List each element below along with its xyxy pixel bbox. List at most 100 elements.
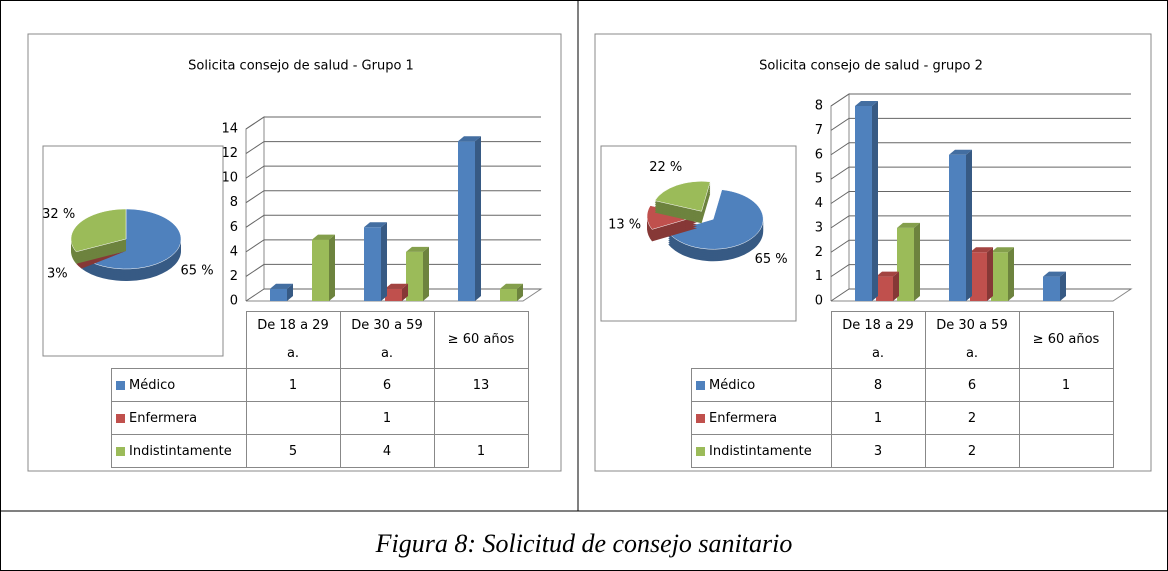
bar-top — [970, 247, 993, 253]
bar-top — [500, 283, 523, 289]
value-cell: 1 — [1018, 368, 1114, 402]
bar-side — [475, 136, 481, 301]
bar-front — [458, 141, 475, 301]
pie-slice — [654, 181, 711, 224]
y-tick-label: 5 — [815, 172, 823, 187]
value-cell: 4 — [339, 434, 435, 468]
legend-swatch — [696, 413, 705, 423]
bar — [991, 247, 1014, 301]
bar-top — [312, 234, 335, 240]
grid-line — [245, 239, 541, 253]
value-cell: 1 — [245, 368, 341, 402]
legend-label: Médico — [709, 377, 756, 393]
pie-label: 65 % — [755, 252, 788, 267]
y-tick-label: 1 — [815, 269, 823, 284]
pie-label: 22 % — [649, 160, 682, 175]
bar-top — [364, 222, 387, 228]
bar-side — [893, 271, 899, 301]
legend-label: Enfermera — [129, 410, 198, 426]
grid-line — [830, 239, 1131, 253]
bar-front — [312, 239, 329, 301]
value-cell: 8 — [830, 368, 926, 402]
legend-cell: Médico — [691, 368, 832, 402]
grid-line — [830, 142, 1131, 156]
grid-line — [245, 288, 541, 302]
value-cell: 1 — [830, 401, 926, 435]
bar-top — [1043, 271, 1066, 277]
bar-side — [872, 101, 878, 301]
bar-side — [381, 222, 387, 301]
caption: Figura 8: Solicitud de consejo sanitario — [375, 529, 793, 558]
bar-front — [1043, 276, 1060, 301]
grid-line — [830, 117, 1131, 131]
bar-front — [949, 154, 966, 301]
bar — [855, 101, 878, 301]
pie-label: 65 % — [181, 263, 214, 278]
bar — [949, 149, 972, 301]
bar-side — [517, 283, 523, 301]
legend-swatch — [116, 413, 125, 423]
value-cell — [245, 401, 341, 435]
bar-front — [270, 288, 287, 301]
legend-swatch — [116, 380, 125, 390]
blank-cell — [112, 312, 247, 369]
legend-swatch — [116, 446, 125, 456]
value-cell — [433, 401, 529, 435]
table-header: De 18 a 29 a. De 30 a 59 a. ≥ 60 años — [112, 311, 529, 369]
value-cell: 3 — [830, 434, 926, 468]
value-cell: 1 — [433, 434, 529, 468]
pie-slice — [667, 189, 764, 262]
bar-front — [855, 106, 872, 301]
bar-top — [855, 101, 878, 106]
bar-side — [914, 222, 920, 301]
grid-line — [830, 166, 1131, 180]
value-cell — [1018, 401, 1114, 435]
bar-top — [876, 271, 899, 277]
bar — [897, 222, 920, 301]
pie-top — [654, 181, 711, 212]
grid-line — [830, 191, 1131, 204]
grid-line — [830, 215, 1131, 229]
bar-front — [897, 227, 914, 301]
bar-top — [270, 283, 293, 289]
pie-label: 3% — [47, 267, 68, 282]
table-row: Indistintamente 3 2 — [691, 434, 1114, 468]
bar-top — [949, 149, 972, 155]
grid-line — [245, 165, 541, 179]
y-tick-label: 8 — [815, 99, 823, 114]
bar-top — [897, 222, 920, 228]
table-row: Médico 8 6 1 — [691, 368, 1114, 402]
y-tick-label: 6 — [815, 147, 823, 162]
bar-side — [423, 246, 429, 301]
bar-side — [987, 247, 993, 301]
y-tick-label: 0 — [815, 294, 823, 309]
grid-line — [245, 214, 541, 228]
legend-swatch — [696, 380, 705, 390]
legend-label: Médico — [129, 377, 176, 393]
bar-top — [406, 246, 429, 252]
value-cell: 2 — [924, 401, 1020, 435]
y-tick-label: 7 — [815, 123, 823, 138]
category-label: De 30 a 59 a. — [339, 311, 435, 369]
legend-cell: Indistintamente — [111, 434, 247, 468]
bar — [364, 222, 387, 301]
data-table: De 18 a 29 a. De 30 a 59 a. ≥ 60 años Médic… — [691, 311, 1114, 468]
pie-side — [76, 251, 126, 269]
value-cell: 13 — [433, 368, 529, 402]
legend-cell: Indistintamente — [691, 434, 832, 468]
pie-top — [70, 208, 127, 253]
bar-front — [364, 227, 381, 301]
bar — [500, 283, 523, 301]
bar-side — [1060, 271, 1066, 301]
value-cell: 1 — [339, 401, 435, 435]
bar — [385, 283, 408, 301]
bar — [406, 246, 429, 301]
legend-label: Enfermera — [709, 410, 778, 426]
legend-cell: Enfermera — [691, 401, 832, 435]
legend-label: Indistintamente — [129, 443, 232, 459]
y-tick-label: 10 — [221, 171, 238, 186]
table-row: Indistintamente 5 4 1 — [111, 434, 529, 468]
bar-side — [287, 283, 293, 301]
bar-top — [991, 247, 1014, 253]
pie-slice — [646, 205, 699, 242]
